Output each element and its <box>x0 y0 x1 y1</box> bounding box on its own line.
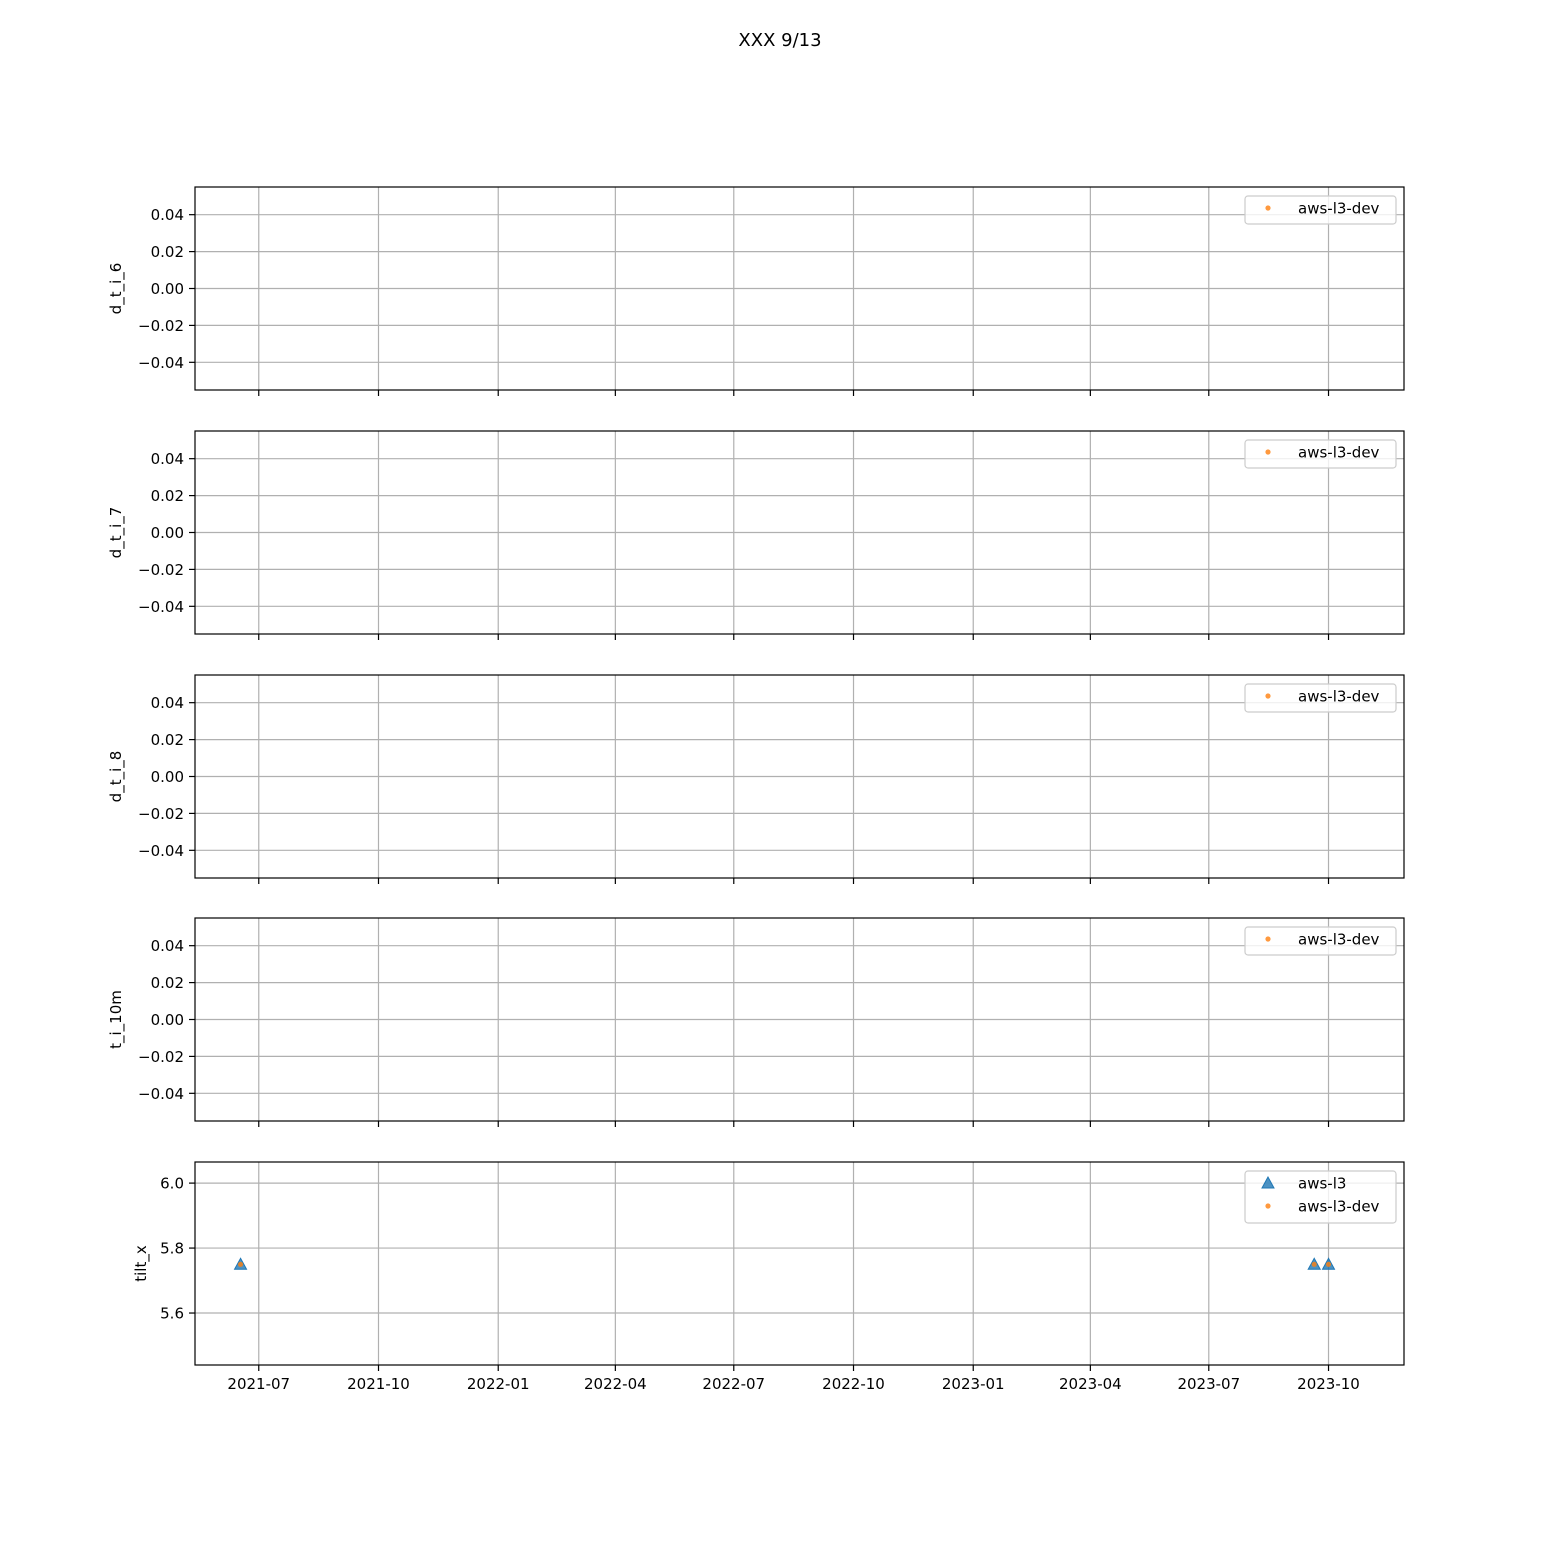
y-tick-label: −0.02 <box>138 561 184 579</box>
legend-label: aws-l3-dev <box>1298 688 1380 706</box>
y-tick-label: −0.04 <box>138 354 184 372</box>
legend-marker-aws-l3-dev <box>1265 449 1271 455</box>
x-tick-label: 2022-07 <box>702 1375 765 1393</box>
subplot-tilt-x: 2021-07 2021-10 2022-01 2022-04 2022-07 2022-… <box>132 1161 1405 1393</box>
legend-box <box>1244 683 1397 713</box>
y-tick-label: 6.0 <box>160 1175 184 1193</box>
x-tick-label: 2022-10 <box>822 1375 885 1393</box>
y-tick-label: 0.04 <box>151 450 184 468</box>
legend-box <box>1244 195 1397 225</box>
y-axis-label: d_t_i_8 <box>107 751 126 803</box>
y-tick-label: 0.00 <box>151 768 184 786</box>
subplot-d-t-i-8: 0.04 0.02 0.00 −0.02 −0.04 d_t_i_8 aws-l3-dev <box>107 674 1405 884</box>
legend: aws-l3 aws-l3-dev <box>1244 1170 1397 1224</box>
x-tick-label: 2022-04 <box>584 1375 647 1393</box>
legend-marker-aws-l3-dev <box>1265 693 1271 699</box>
legend-box <box>1244 439 1397 469</box>
y-tick-label: 0.04 <box>151 937 184 955</box>
figure-title: XXX 9/13 <box>738 30 821 51</box>
y-tick-label: 0.00 <box>151 1011 184 1029</box>
x-tick-label: 2021-10 <box>347 1375 410 1393</box>
y-tick-label: −0.02 <box>138 317 184 335</box>
x-tick-label: 2023-01 <box>942 1375 1005 1393</box>
y-axis-label: t_i_10m <box>107 990 126 1049</box>
x-tick-label: 2023-07 <box>1177 1375 1240 1393</box>
subplot-stack: 0.040.020.00−0.02−0.04d_t_i_6aws-l3-dev0… <box>107 186 1405 1393</box>
legend-marker-aws-l3-dev <box>1265 1203 1271 1209</box>
axes-frame <box>194 917 1405 1122</box>
legend-label: aws-l3-dev <box>1298 200 1380 218</box>
y-tick-label: 0.02 <box>151 731 184 749</box>
y-tick-label: 0.00 <box>151 280 184 298</box>
legend-marker-aws-l3 <box>1261 1175 1275 1189</box>
x-tick-label: 2023-10 <box>1297 1375 1360 1393</box>
legend-label: aws-l3-dev <box>1298 931 1380 949</box>
data-point-aws-l3-dev <box>1325 1261 1332 1267</box>
y-tick-label: 0.00 <box>151 524 184 542</box>
legend: aws-l3-dev <box>1244 926 1397 956</box>
axes-frame <box>194 674 1405 879</box>
axes-frame <box>194 1161 1405 1366</box>
legend-label: aws-l3 <box>1298 1175 1346 1193</box>
axes-frame <box>194 186 1405 391</box>
subplot-d-t-i-6: 0.04 0.02 0.00 −0.02 −0.04 d_t_i_6 aws-l3-dev <box>107 186 1405 396</box>
y-tick-label: 0.04 <box>151 206 184 224</box>
y-tick-label: −0.02 <box>138 1048 184 1066</box>
x-tick-label: 2022-01 <box>467 1375 530 1393</box>
x-tick-label: 2023-04 <box>1059 1375 1122 1393</box>
legend-box <box>1244 926 1397 956</box>
y-tick-label: 0.02 <box>151 487 184 505</box>
axes-frame <box>194 430 1405 635</box>
legend-box <box>1244 1170 1397 1224</box>
y-tick-label: 5.6 <box>160 1305 184 1323</box>
y-tick-label: −0.04 <box>138 842 184 860</box>
legend: aws-l3-dev <box>1244 195 1397 225</box>
legend: aws-l3-dev <box>1244 683 1397 713</box>
data-point-aws-l3-dev <box>1311 1261 1317 1267</box>
legend-label: aws-l3-dev <box>1298 444 1380 462</box>
legend-marker-aws-l3-dev <box>1265 205 1271 211</box>
y-axis-label: d_t_i_6 <box>107 263 126 315</box>
subplot-t-i-10m: 0.04 0.02 0.00 −0.02 −0.04 t_i_10m aws-l3-dev <box>107 917 1405 1127</box>
y-tick-label: 0.02 <box>151 974 184 992</box>
y-tick-label: −0.04 <box>138 1085 184 1103</box>
y-tick-label: −0.02 <box>138 805 184 823</box>
data-point-aws-l3-dev <box>237 1261 244 1267</box>
y-tick-label: 0.02 <box>151 243 184 261</box>
y-tick-label: 5.8 <box>160 1240 184 1258</box>
legend-marker-aws-l3-dev <box>1265 936 1271 942</box>
legend: aws-l3-dev <box>1244 439 1397 469</box>
y-axis-label: d_t_i_7 <box>107 507 126 559</box>
y-tick-label: −0.04 <box>138 598 184 616</box>
x-tick-label: 2021-07 <box>227 1375 290 1393</box>
subplot-d-t-i-7: 0.04 0.02 0.00 −0.02 −0.04 d_t_i_7 aws-l3-dev <box>107 430 1405 640</box>
y-axis-label: tilt_x <box>132 1245 151 1282</box>
y-tick-label: 0.04 <box>151 694 184 712</box>
legend-label: aws-l3-dev <box>1298 1198 1380 1216</box>
